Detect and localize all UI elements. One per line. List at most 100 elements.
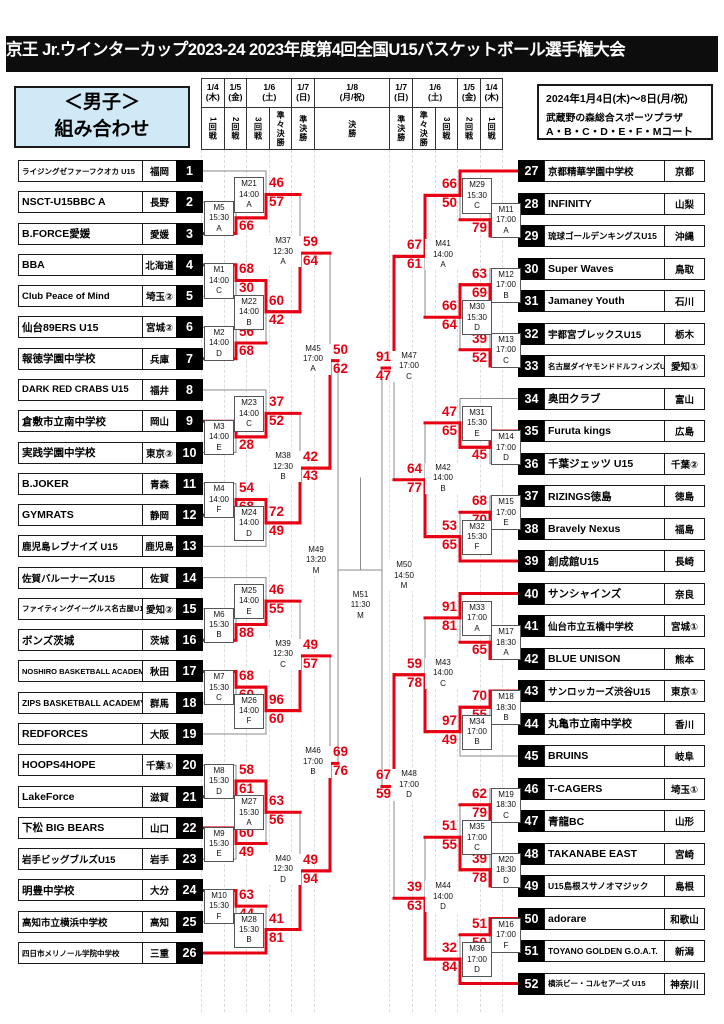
match-score: 49 [303,851,319,867]
match-score: 53 [441,517,457,533]
match-code: M51 [352,590,369,599]
team-seed: 5 [176,285,203,308]
team-seed: 40 [518,582,545,605]
team-name: BLUE UNISON [544,647,665,670]
match-court: A [246,818,252,828]
match-court: C [474,201,480,211]
team-seed: 48 [518,842,545,865]
team-prefecture: 兵庫 [142,347,177,370]
match-time: 15:30 [208,838,230,848]
match-time: 18:30 [495,702,517,712]
team-seed: 46 [518,777,545,800]
match-score: 81 [269,929,285,945]
match-time: 18:30 [495,865,517,875]
match-code: M49 [308,545,324,554]
team-prefecture: 大阪 [142,723,177,746]
team-name: 丸亀市立南中学校 [544,712,665,735]
match-label: M27 15:30 A [234,795,264,831]
match-label: M22 14:00 B [234,294,264,330]
column-gridline [479,150,481,1012]
match-score: 57 [269,194,285,210]
team-seed: 11 [176,472,203,495]
match-score: 94 [303,870,319,886]
match-court: D [216,348,222,358]
match-score: 64 [441,317,457,333]
match-time: 14:00 [208,494,230,504]
team-prefecture: 岡山 [142,410,177,433]
team-name: ライジングゼファーフクオカ U15 [18,160,143,182]
match-label: M28 15:30 B [234,912,264,948]
team-seed: 12 [176,504,203,527]
team-seed: 25 [176,910,203,933]
match-time: 15:30 [208,901,230,911]
match-score: 68 [471,493,487,509]
match-score: 45 [471,447,487,463]
match-score: 42 [269,311,285,327]
match-code: M39 [275,638,291,648]
team-seed: 38 [518,517,545,540]
match-time: 15:30 [466,418,488,428]
match-score: 68 [239,668,255,684]
team-prefecture: 鹿児島 [142,535,177,558]
match-label: M21 14:00 A [234,177,264,213]
match-court: B [503,290,509,300]
team-seed: 26 [176,942,203,964]
team-seed: 10 [176,441,203,464]
match-time: 15:30 [208,619,230,629]
team-prefecture: 佐賀 [142,566,177,589]
team-prefecture: 熊本 [664,647,705,670]
match-time: 15:30 [466,532,488,542]
match-score: 47 [441,403,457,419]
match-code: M28 [241,914,257,924]
team-seed: 47 [518,810,545,832]
match-label: M5 15:30 A [204,200,234,237]
match-time: 14:00 [238,307,260,317]
match-score: 81 [441,617,457,633]
team-prefecture: 東京① [664,680,705,702]
match-code: M40 [275,853,291,863]
team-prefecture: 和歌山 [664,907,705,930]
match-court: C [246,419,252,429]
team-prefecture: 宮城② [142,316,177,339]
match-label: M17 18:30 A [491,625,521,661]
match-score: 96 [269,691,285,707]
match-court: E [503,518,509,528]
match-time: 12:30 [272,649,294,659]
team-seed: 43 [518,680,545,702]
match-score: 59 [375,786,391,802]
team-name: REDFORCES [18,723,143,746]
match-time: 15:30 [208,682,230,692]
match-code: M35 [469,822,485,832]
match-score: 68 [239,343,255,359]
match-code: M31 [469,407,485,417]
team-prefecture: 富山 [664,387,705,410]
match-score: 60 [269,292,285,308]
team-seed: 6 [176,316,203,339]
team-name: NOSHIRO BASKETBALL ACADEMY [18,660,143,683]
event-dates: 2024年1月4日(木)～8日(月/祝) [546,93,688,105]
match-time: 17:00 [495,442,517,452]
team-name: 千葉ジェッツ U15 [544,452,665,475]
team-name: 奥田クラブ [544,387,665,410]
team-seed: 1 [176,160,203,182]
team-prefecture: 奈良 [664,582,705,605]
event-info-box: 2024年1月4日(木)～8日(月/祝) 武蔵野の森総合スポーツプラザ A・B・… [537,84,713,140]
team-name: Bravely Nexus [544,517,665,540]
match-label: M35 17:00 C [462,820,492,856]
match-court: D [474,964,480,974]
match-code: M46 [305,746,321,756]
match-label: M25 14:00 E [234,584,264,620]
match-code: M19 [498,789,514,799]
team-name: RIZINGS徳島 [544,485,665,507]
match-score: 32 [441,940,457,956]
match-code: M21 [241,179,257,189]
team-name: adorare [544,907,665,930]
team-prefecture: 埼玉① [664,777,705,800]
team-name: Jamaney Youth [544,290,665,312]
match-score: 41 [269,910,285,926]
team-prefecture: 千葉② [664,452,705,475]
match-score: 49 [269,522,285,538]
match-court: D [280,874,286,884]
team-prefecture: 福岡 [142,160,177,182]
